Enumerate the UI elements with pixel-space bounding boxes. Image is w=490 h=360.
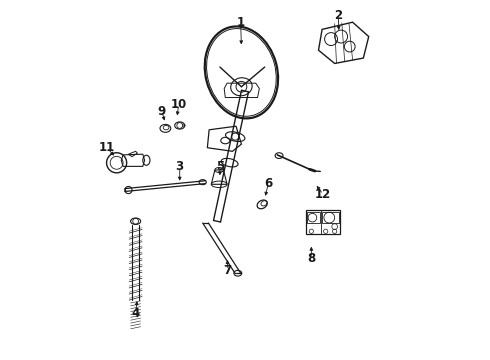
Text: 9: 9 — [158, 105, 166, 118]
Text: 1: 1 — [237, 17, 245, 30]
Text: 4: 4 — [131, 307, 140, 320]
Text: 5: 5 — [216, 160, 224, 173]
Text: 12: 12 — [315, 188, 331, 201]
Text: 6: 6 — [264, 177, 272, 190]
Text: 7: 7 — [223, 264, 231, 277]
Text: 11: 11 — [99, 141, 115, 154]
Text: 2: 2 — [334, 9, 343, 22]
Text: 3: 3 — [176, 160, 184, 173]
Text: 10: 10 — [171, 98, 187, 111]
Text: 8: 8 — [307, 252, 316, 265]
